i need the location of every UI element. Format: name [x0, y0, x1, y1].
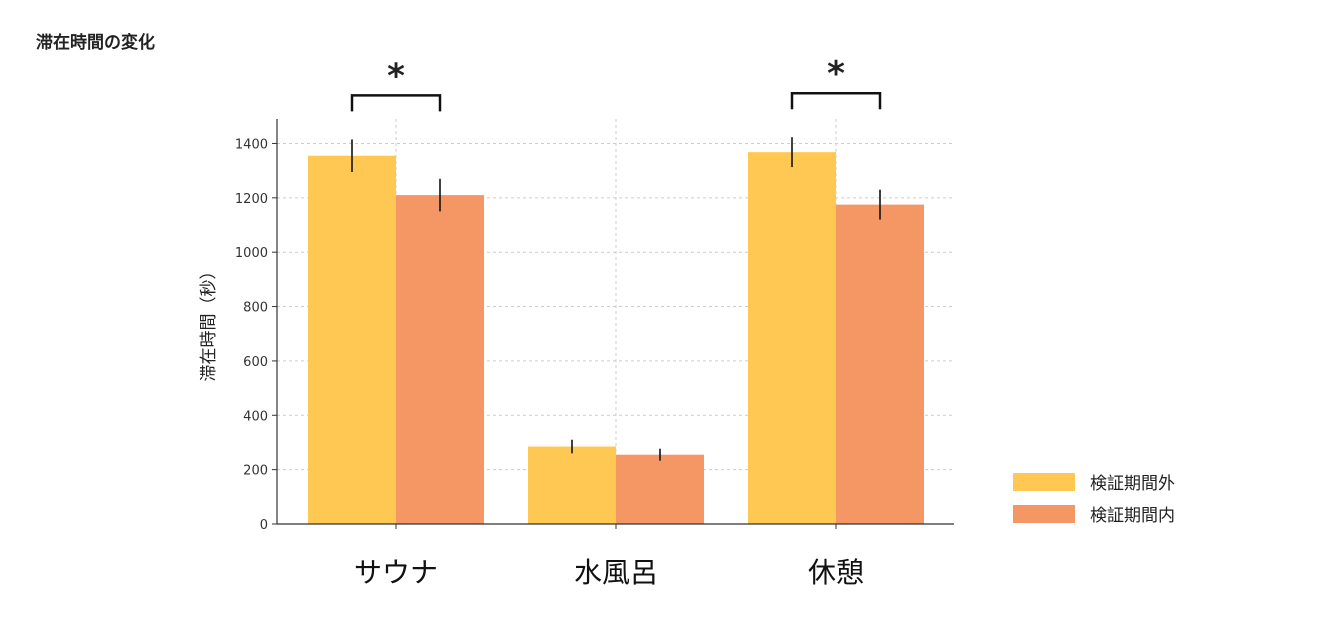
- bar: [616, 454, 704, 524]
- y-tick-label: 1200: [235, 192, 268, 207]
- error-bars: [351, 137, 881, 461]
- bar: [748, 152, 836, 524]
- legend-label: 検証期間外: [1090, 474, 1175, 494]
- y-tick-label: 1000: [235, 246, 268, 261]
- bar: [836, 204, 924, 525]
- axes: [272, 119, 954, 529]
- bar: [396, 195, 484, 525]
- y-tick-labels: 0 200 400 600 800 1000 1200 1400: [235, 137, 268, 533]
- category-label: サウナ: [354, 556, 438, 589]
- y-tick-label: 1400: [235, 137, 268, 152]
- significance-asterisk: *: [387, 56, 405, 96]
- significance-bracket: [790, 91, 882, 110]
- category-label: 休憩: [808, 556, 864, 589]
- bars: [308, 152, 924, 525]
- y-tick-label: 600: [243, 355, 268, 370]
- y-tick-label: 400: [243, 409, 268, 424]
- legend-swatch: [1013, 505, 1075, 523]
- page-title: 滞在時間の変化: [36, 33, 155, 53]
- bar: [528, 446, 616, 524]
- legend-label: 検証期間内: [1090, 506, 1175, 526]
- y-tick-label: 200: [243, 464, 268, 479]
- y-axis-label: 滞在時間（秒）: [199, 263, 219, 382]
- significance-markers: * *: [350, 54, 882, 112]
- category-labels: サウナ 水風呂 休憩: [354, 556, 864, 589]
- y-tick-label: 0: [260, 518, 268, 533]
- significance-bracket: [350, 94, 442, 112]
- category-label: 水風呂: [574, 556, 658, 589]
- bar: [308, 155, 396, 524]
- y-tick-label: 800: [243, 301, 268, 316]
- significance-asterisk: *: [827, 54, 845, 94]
- legend-swatch: [1013, 473, 1075, 491]
